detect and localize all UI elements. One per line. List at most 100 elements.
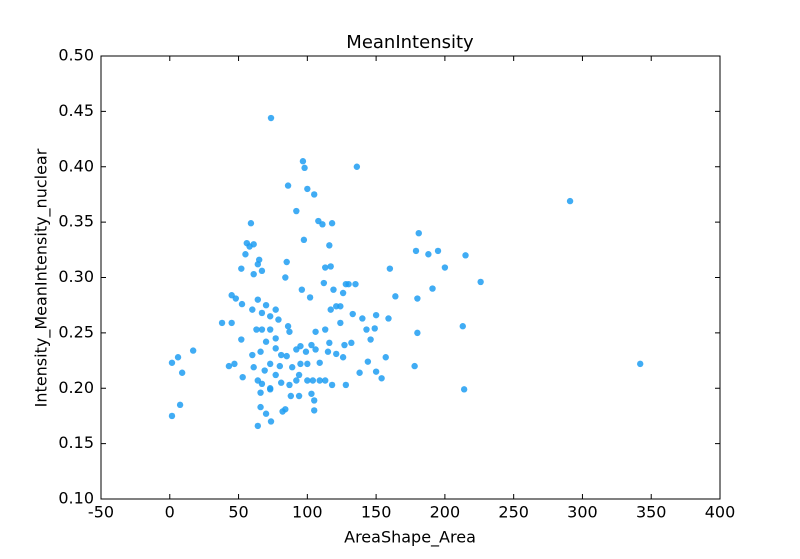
scatter-point (283, 352, 290, 360)
scatter-point (356, 369, 363, 376)
scatter-point (276, 362, 284, 370)
scatter-point (283, 258, 290, 266)
y-axis-label: Intensity_MeanIntensity_nuclear (32, 148, 52, 407)
x-tick-label: 50 (228, 503, 248, 522)
scatter-point (267, 418, 275, 425)
scatter-point (330, 286, 337, 293)
scatter-point (566, 197, 574, 205)
scatter-point (312, 346, 319, 353)
scatter-point (261, 367, 268, 374)
x-tick-label: 350 (636, 503, 667, 522)
scatter-point (232, 295, 240, 302)
scatter-point (339, 354, 347, 361)
scatter-point (302, 348, 310, 355)
scatter-point (322, 326, 329, 333)
scatter-point (320, 279, 328, 287)
scatter-point (272, 306, 279, 313)
scatter-point (286, 328, 293, 335)
scatter-point (322, 264, 329, 271)
scatter-point (459, 323, 466, 330)
scatter-point (304, 185, 311, 193)
scatter-point (293, 377, 300, 384)
scatter-point (250, 270, 257, 278)
scatter-point (287, 392, 295, 400)
scatter-point (462, 252, 469, 259)
scatter-point (342, 381, 350, 389)
scatter-point (178, 369, 186, 376)
scatter-point (349, 310, 356, 318)
y-tick-label: 0.45 (58, 101, 94, 120)
scatter-point (286, 381, 293, 389)
scatter-point (238, 300, 246, 308)
y-tick-label: 0.40 (58, 156, 94, 175)
scatter-point (372, 368, 380, 375)
scatter-point (345, 280, 352, 288)
scatter-point (298, 286, 306, 293)
x-tick-label: 250 (498, 503, 529, 522)
scatter-point (378, 375, 385, 382)
scatter-point (249, 351, 256, 359)
scatter-point (174, 354, 182, 361)
scatter-point (316, 359, 323, 366)
scatter-point (386, 265, 394, 272)
scatter-point (412, 247, 420, 255)
scatter-point (352, 280, 359, 288)
scatter-point (415, 230, 422, 237)
x-tick-label: 100 (292, 503, 323, 522)
scatter-point (414, 295, 421, 302)
scatter-point (295, 371, 303, 379)
scatter-point (257, 403, 264, 411)
x-axis-label: AreaShape_Area (344, 528, 476, 548)
scatter-point (257, 389, 264, 396)
scatter-point (284, 182, 292, 189)
scatter-point (327, 306, 334, 313)
scatter-point (367, 336, 374, 343)
x-tick-label: 300 (567, 503, 598, 522)
scatter-point (297, 360, 304, 368)
scatter-point (247, 220, 255, 227)
y-tick-label: 0.50 (58, 46, 94, 65)
y-tick-label: 0.25 (58, 322, 94, 341)
scatter-point (254, 377, 262, 384)
scatter-point (300, 236, 308, 244)
scatter-point (341, 341, 348, 349)
scatter-point (277, 379, 285, 386)
x-tick-label: 400 (705, 503, 736, 522)
scatter-point (239, 373, 246, 381)
scatter-point (295, 392, 303, 400)
scatter-point (253, 326, 260, 333)
scatter-point (392, 293, 399, 300)
scatter-point (189, 347, 197, 354)
scatter-point (304, 360, 311, 368)
scatter-point (316, 377, 323, 384)
y-tick-label: 0.10 (58, 489, 94, 508)
scatter-point (414, 329, 421, 337)
scatter-point (311, 191, 318, 198)
scatter-point (282, 406, 289, 413)
scatter-point (284, 323, 292, 330)
scatter-point (277, 351, 285, 359)
scatter-point (353, 163, 361, 170)
scatter-point (225, 362, 233, 370)
scatter-point (311, 407, 318, 414)
x-tick-label: 0 (165, 503, 175, 522)
scatter-point (242, 251, 249, 258)
scatter-point (254, 296, 262, 303)
scatter-point (326, 339, 333, 347)
scatter-point (339, 289, 347, 297)
scatter-point (258, 309, 266, 317)
scatter-point (477, 278, 484, 286)
y-tick-label: 0.30 (58, 267, 94, 286)
scatter-point (326, 242, 333, 249)
scatter-point (429, 285, 436, 292)
scatter-point (333, 303, 340, 310)
x-tick-label: -50 (88, 503, 114, 522)
scatter-point (359, 315, 366, 322)
scatter-point (267, 114, 275, 122)
scatter-point (282, 274, 289, 281)
x-tick-label: 150 (361, 503, 392, 522)
scatter-point (425, 251, 432, 258)
scatter-point (348, 339, 355, 347)
scatter-point (254, 261, 262, 268)
